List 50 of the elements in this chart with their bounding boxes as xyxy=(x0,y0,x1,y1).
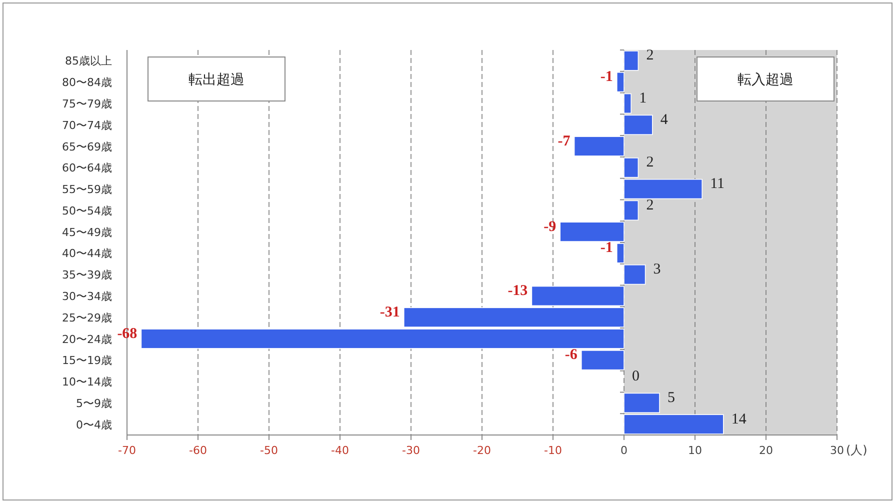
x-tick-label: 30 xyxy=(830,444,844,457)
y-tick-label: 10〜14歳 xyxy=(62,376,112,389)
y-tick-label: 45〜49歳 xyxy=(62,226,112,239)
x-tick-label: -10 xyxy=(544,444,562,457)
data-label: 2 xyxy=(646,197,654,214)
data-label: 2 xyxy=(646,154,654,171)
data-label: -31 xyxy=(380,304,400,320)
x-tick-label: 10 xyxy=(688,444,702,457)
y-tick-label: 25〜29歳 xyxy=(62,311,112,324)
data-label: 0 xyxy=(632,368,640,385)
y-tick-label: 75〜79歳 xyxy=(62,97,112,110)
y-tick-label: 0〜4歳 xyxy=(76,418,112,432)
x-axis-title: (人) xyxy=(846,443,868,457)
y-tick-label: 65〜69歳 xyxy=(62,140,112,154)
data-label: 14 xyxy=(731,411,747,428)
data-label: 4 xyxy=(660,112,668,128)
x-tick-label: -60 xyxy=(189,444,207,457)
y-tick-label: 5〜9歳 xyxy=(76,396,112,410)
data-label: -68 xyxy=(117,326,138,342)
data-label: -7 xyxy=(558,133,571,150)
y-tick-label: 30〜34歳 xyxy=(62,290,112,303)
y-tick-label: 35〜39歳 xyxy=(62,268,112,282)
y-tick-label: 20〜24歳 xyxy=(62,332,112,346)
y-tick-label: 55〜59歳 xyxy=(62,183,112,196)
data-label: 5 xyxy=(668,390,675,406)
x-tick-label: 0 xyxy=(620,444,628,457)
data-label: 1 xyxy=(639,90,647,106)
y-tick-label: 85歳以上 xyxy=(65,54,112,68)
data-label: 3 xyxy=(653,262,661,278)
data-label: -1 xyxy=(600,69,613,86)
x-tick-label: -20 xyxy=(473,444,491,457)
y-tick-label: 60〜64歳 xyxy=(62,162,112,175)
annotation: 転入超過 xyxy=(738,72,794,88)
data-label: -1 xyxy=(600,240,613,256)
data-label: 2 xyxy=(646,48,654,64)
annotation: 転出超過 xyxy=(188,72,244,88)
data-label: -6 xyxy=(564,347,578,364)
x-tick-label: -40 xyxy=(331,444,349,457)
x-tick-label: 20 xyxy=(759,444,773,457)
data-label: -9 xyxy=(544,218,556,235)
x-tick-label: -50 xyxy=(260,444,278,457)
data-label: -13 xyxy=(508,282,528,299)
y-tick-label: 40〜44歳 xyxy=(62,247,112,260)
data-label: 11 xyxy=(710,176,725,192)
y-tick-label: 50〜54歳 xyxy=(62,204,112,218)
y-tick-label: 15〜19歳 xyxy=(62,354,112,368)
x-tick-label: -70 xyxy=(118,444,136,457)
y-tick-label: 80〜84歳 xyxy=(62,76,112,90)
y-tick-label: 70〜74歳 xyxy=(62,118,112,132)
x-tick-label: -30 xyxy=(402,444,420,457)
